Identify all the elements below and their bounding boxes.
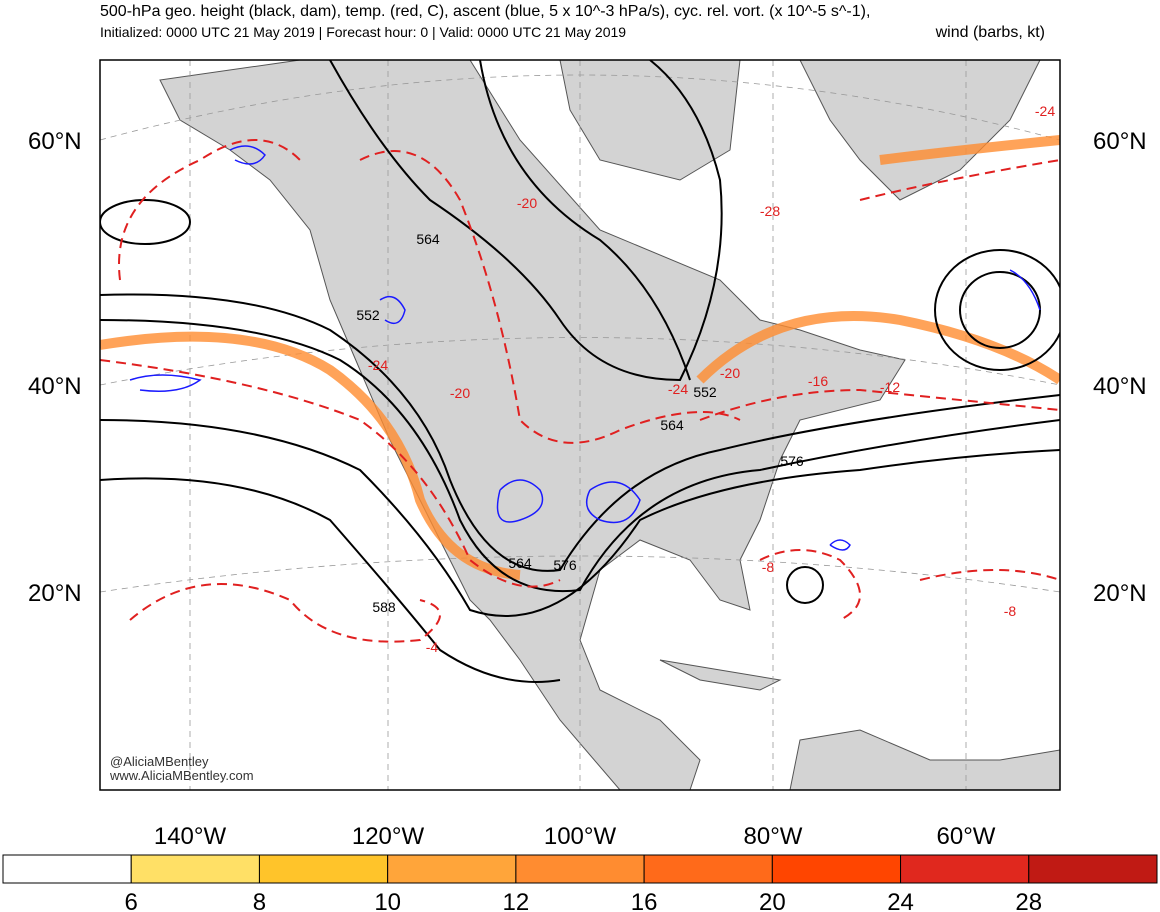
height-label: 552: [356, 307, 380, 323]
lat-label: 60°N: [1093, 128, 1147, 155]
colorbar-swatch: [643, 854, 773, 884]
lon-label: 80°W: [744, 823, 803, 850]
colorbar-swatch: [515, 854, 645, 884]
colorbar-tick-label: 24: [887, 889, 914, 912]
temp-label: -24: [668, 381, 688, 397]
colorbar-swatch: [130, 854, 260, 884]
lat-label: 40°N: [1093, 373, 1147, 400]
colorbar-swatch: [771, 854, 902, 884]
lat-label: 40°N: [28, 373, 82, 400]
credit: @AliciaMBentley: [110, 754, 209, 769]
temp-label: -8: [762, 559, 775, 575]
height-label: 576: [780, 453, 804, 469]
colorbar-swatch: [900, 854, 1030, 884]
subtitle: Initialized: 0000 UTC 21 May 2019 | Fore…: [100, 24, 626, 40]
temp-label: -8: [1004, 603, 1017, 619]
map-frame: [99, 59, 1061, 791]
temp-label: -16: [808, 373, 828, 389]
height-label: 564: [660, 417, 684, 433]
title: 500-hPa geo. height (black, dam), temp. …: [100, 3, 870, 20]
colorbar-tick-label: 16: [631, 889, 658, 912]
temp-label: -24: [368, 357, 388, 373]
temp-label: -20: [720, 365, 740, 381]
colorbar-swatch: [1028, 854, 1158, 884]
height-label: 576: [553, 557, 577, 573]
colorbar-tick-label: 6: [125, 889, 138, 912]
colorbar-swatch: [387, 854, 517, 884]
temp-label: -24: [1035, 103, 1055, 119]
temp-label: -20: [517, 195, 537, 211]
height-label: 564: [508, 555, 532, 571]
lon-label: 120°W: [352, 823, 425, 850]
colorbar-tick-label: 12: [503, 889, 530, 912]
lat-label: 60°N: [28, 128, 82, 155]
colorbar-swatch: [2, 854, 132, 884]
lon-label: 60°W: [937, 823, 996, 850]
lat-label: 20°N: [28, 580, 82, 607]
colorbar-tick-label: 28: [1015, 889, 1042, 912]
colorbar-tick-label: 20: [759, 889, 786, 912]
map-area: [100, 60, 1060, 790]
colorbar-tick-label: 10: [374, 889, 401, 912]
subtitle-right: wind (barbs, kt): [935, 24, 1045, 41]
colorbar-swatch: [258, 854, 389, 884]
height-label: 552: [693, 384, 717, 400]
temp-label: -28: [760, 203, 780, 219]
lat-label: 20°N: [1093, 580, 1147, 607]
colorbar-tick-label: 8: [253, 889, 266, 912]
height-label: 564: [416, 231, 440, 247]
temp-label: -20: [450, 385, 470, 401]
lon-label: 100°W: [544, 823, 617, 850]
temp-label: -4: [426, 639, 439, 655]
lon-label: 140°W: [154, 823, 227, 850]
temp-label: -12: [880, 379, 900, 395]
credit: www.AliciaMBentley.com: [109, 768, 254, 783]
height-label: 588: [372, 599, 396, 615]
